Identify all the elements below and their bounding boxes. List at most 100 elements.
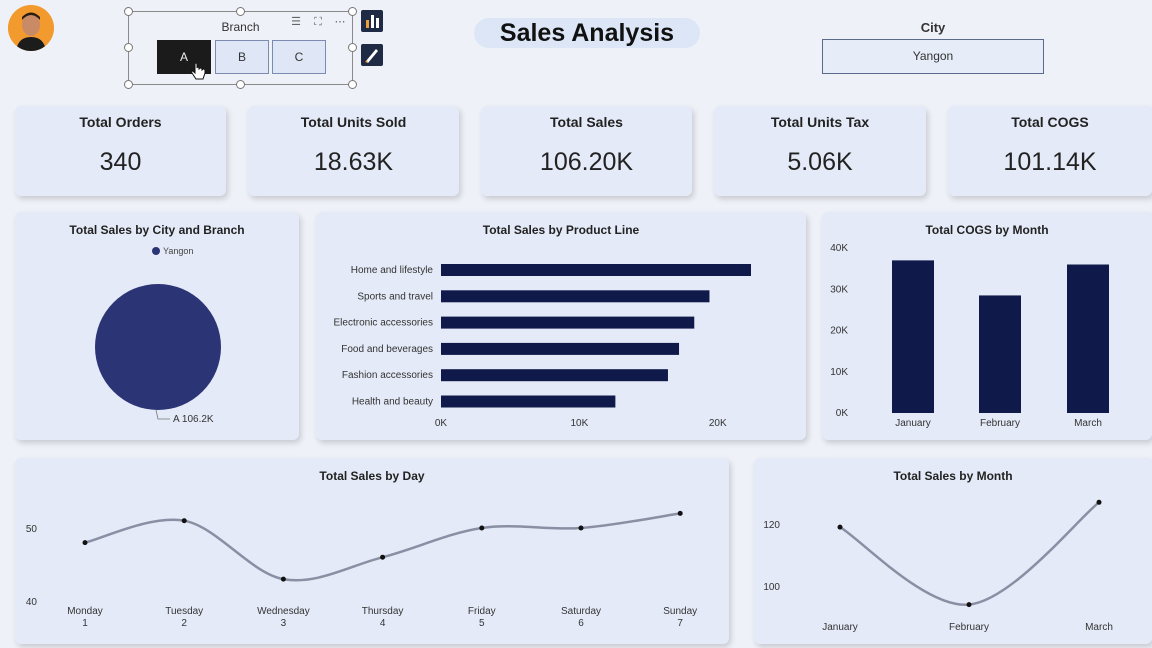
city-slicer-label: City: [920, 20, 946, 35]
bar: [441, 264, 751, 276]
x-tick-label: Monday: [67, 606, 103, 617]
city-slicer-dropdown[interactable]: Yangon: [822, 39, 1044, 74]
focus-mode-icon[interactable]: ⛶: [314, 16, 322, 28]
x-tick-sublabel: 5: [479, 618, 485, 629]
page-title: Sales Analysis: [474, 18, 700, 48]
resize-handle[interactable]: [236, 7, 245, 16]
y-tick-label: 50: [26, 524, 38, 535]
x-tick-label: March: [1085, 622, 1113, 633]
x-tick-label: Wednesday: [257, 606, 310, 617]
x-tick-label: February: [949, 622, 989, 633]
sales-by-month-chart-card[interactable]: Total Sales by Month 120 100 January Februa…: [754, 458, 1152, 644]
x-tick-label: 10K: [570, 418, 588, 429]
x-tick-label: February: [980, 418, 1020, 429]
pie-label-leader: [155, 409, 170, 420]
chart-title: Total Sales by Product Line: [482, 223, 640, 237]
resize-handle[interactable]: [124, 80, 133, 89]
x-tick-sublabel: 7: [677, 618, 683, 629]
category-label: Sports and travel: [357, 291, 433, 302]
cogs-bar-chart: 0K 10K 20K 30K 40K January February March: [830, 243, 1109, 429]
kpi-card-total-sales[interactable]: Total Sales 106.20K: [481, 106, 692, 196]
avatar[interactable]: [8, 5, 54, 51]
category-label: Health and beauty: [352, 397, 433, 408]
y-tick-label: 40: [26, 597, 38, 608]
bar: [441, 342, 680, 355]
format-brush-icon[interactable]: [361, 44, 383, 66]
data-point: [82, 540, 88, 546]
x-tick-label: January: [822, 622, 858, 633]
data-point: [280, 576, 286, 582]
bar: [441, 290, 710, 303]
kpi-value: 340: [99, 148, 142, 176]
hand-cursor-icon: [191, 62, 206, 80]
data-point: [380, 554, 386, 560]
series-line: [839, 501, 1100, 606]
pie-chart: Yangon A 106.2K: [95, 246, 221, 425]
resize-handle[interactable]: [124, 7, 133, 16]
data-point: [181, 518, 187, 524]
branch-option-b[interactable]: B: [215, 40, 269, 74]
bar: [441, 395, 616, 408]
more-options-icon[interactable]: ⋯: [334, 16, 346, 28]
x-tick-label: March: [1074, 418, 1102, 429]
kpi-card-total-cogs[interactable]: Total COGS 101.14K: [948, 106, 1152, 196]
x-tick-label: Tuesday: [165, 606, 203, 617]
kpi-value: 106.20K: [539, 148, 634, 176]
chart-title: Total Sales by City and Branch: [69, 223, 245, 237]
y-tick-label: 20K: [830, 326, 848, 337]
resize-handle[interactable]: [124, 43, 133, 52]
chart-title: Total Sales by Month: [893, 469, 1013, 483]
kpi-value: 18.63K: [313, 148, 394, 176]
branch-slicer-title: Branch: [221, 20, 260, 34]
bar: [892, 260, 934, 413]
resize-handle[interactable]: [348, 80, 357, 89]
x-tick-label: 0K: [435, 418, 448, 429]
visual-chart-icon[interactable]: [361, 10, 383, 32]
kpi-card-total-units-sold[interactable]: Total Units Sold 18.63K: [248, 106, 459, 196]
series-line: [84, 512, 681, 582]
x-tick-label: Saturday: [561, 606, 601, 617]
y-tick-label: 30K: [830, 284, 848, 295]
product-line-chart-card[interactable]: Total Sales by Product Line Home and lif…: [316, 212, 806, 440]
branch-slicer[interactable]: Branch ☰ ⛶ ⋯ A B C: [128, 11, 353, 85]
x-tick-label: Sunday: [663, 606, 697, 617]
x-tick-sublabel: 3: [281, 618, 287, 629]
cogs-by-month-chart-card[interactable]: Total COGS by Month 0K 10K 20K 30K 40K Januar…: [822, 212, 1152, 440]
kpi-card-total-units-tax[interactable]: Total Units Tax 5.06K: [714, 106, 926, 196]
legend-label: Yangon: [163, 246, 193, 256]
y-tick-label: 10K: [830, 367, 848, 378]
pie-slice-a: [95, 284, 221, 410]
kpi-value: 5.06K: [787, 148, 853, 176]
sales-by-day-chart-card[interactable]: Total Sales by Day 50 40 Monday 1 Tuesday 2 We…: [15, 458, 729, 644]
data-point: [1096, 499, 1102, 505]
kpi-title: Total COGS: [1011, 114, 1089, 130]
x-tick-sublabel: 6: [578, 618, 584, 629]
bar: [979, 295, 1021, 413]
x-tick-label: Thursday: [362, 606, 404, 617]
resize-handle[interactable]: [348, 43, 357, 52]
x-tick-label: January: [895, 418, 931, 429]
x-tick-label: Friday: [468, 606, 496, 617]
data-point: [578, 525, 584, 531]
category-label: Fashion accessories: [342, 370, 433, 381]
pie-data-label: A 106.2K: [173, 414, 214, 425]
category-label: Home and lifestyle: [351, 265, 434, 276]
legend-marker: [152, 247, 160, 255]
person-avatar-icon: [8, 5, 54, 51]
kpi-value: 101.14K: [1003, 148, 1097, 176]
data-point: [966, 602, 972, 608]
x-tick-sublabel: 4: [380, 618, 386, 629]
bar: [441, 369, 668, 382]
resize-handle[interactable]: [348, 7, 357, 16]
category-label: Electronic accessories: [334, 318, 433, 329]
kpi-title: Total Orders: [79, 114, 162, 130]
y-tick-label: 120: [763, 520, 780, 531]
resize-handle[interactable]: [236, 80, 245, 89]
filter-icon[interactable]: ☰: [291, 16, 301, 28]
branch-option-c[interactable]: C: [272, 40, 326, 74]
y-tick-label: 0K: [836, 408, 849, 419]
kpi-card-total-orders[interactable]: Total Orders 340: [15, 106, 226, 196]
pie-chart-card[interactable]: Total Sales by City and Branch Yangon A …: [15, 212, 299, 440]
sales-by-month-line-chart: 120 100 January February March: [763, 499, 1113, 633]
